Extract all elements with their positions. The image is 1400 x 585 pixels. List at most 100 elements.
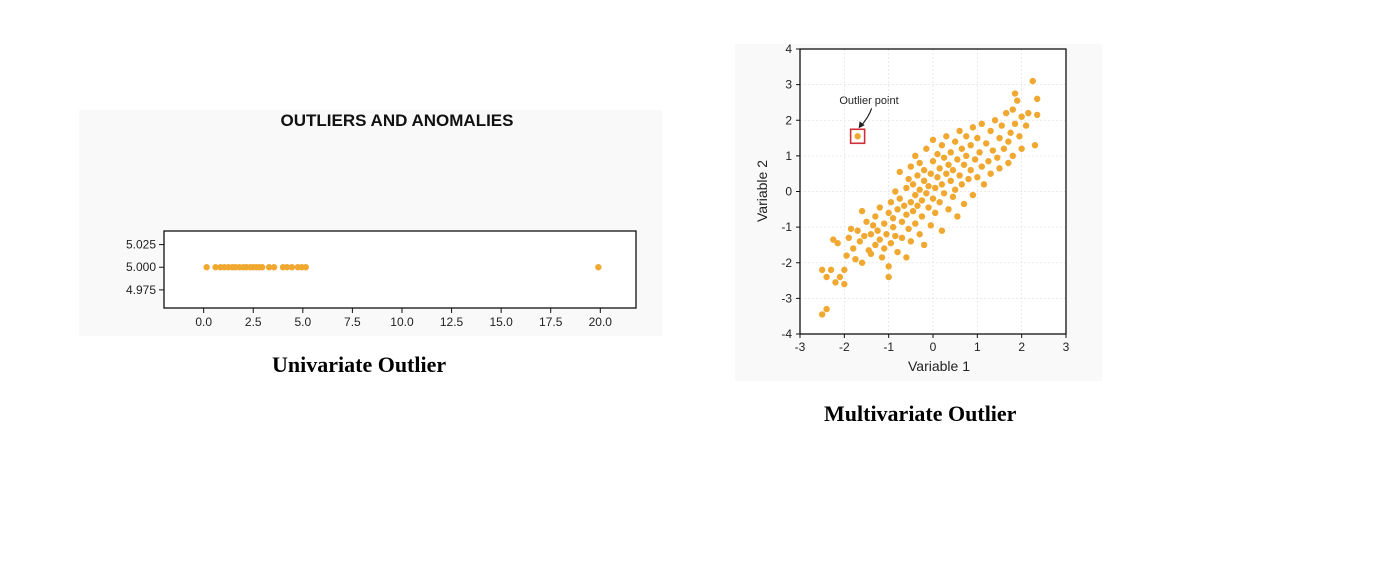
multivariate-point-17	[856, 238, 864, 245]
multivariate-point-73	[920, 241, 928, 249]
multivariate-point-141	[1009, 106, 1016, 113]
multivariate-point-7	[834, 239, 841, 247]
univariate-point-0	[203, 264, 210, 271]
multivariate-point-64	[914, 202, 921, 209]
multivariate-point-112	[963, 152, 970, 160]
multivariate-point-117	[969, 191, 977, 199]
multivariate-point-114	[965, 175, 972, 183]
multivariate-y-tick-label-2: -2	[781, 256, 792, 270]
multivariate-point-81	[929, 158, 937, 165]
outlier-highlight-box	[849, 128, 866, 145]
multivariate-point-100	[949, 193, 957, 201]
multivariate-point-61	[912, 191, 919, 199]
multivariate-point-96	[945, 161, 952, 168]
univariate-x-tick-label-5: 12.5	[440, 315, 464, 329]
multivariate-point-6	[830, 236, 837, 243]
multivariate-point-118	[969, 124, 977, 131]
multivariate-point-133	[996, 134, 1003, 142]
multivariate-x-tick-label-2: -1	[883, 340, 894, 354]
univariate-x-tick-label-6: 15.0	[489, 315, 513, 329]
multivariate-point-147	[1018, 113, 1025, 120]
multivariate-point-105	[954, 213, 961, 220]
multivariate-point-108	[958, 145, 966, 152]
multivariate-point-59	[909, 207, 917, 215]
univariate-x-tick-label-4: 10.0	[390, 315, 414, 329]
multivariate-point-94	[943, 170, 950, 177]
multivariate-point-53	[903, 254, 910, 261]
multivariate-x-tick-label-6: 3	[1063, 340, 1070, 354]
multivariate-point-46	[896, 195, 903, 202]
multivariate-point-113	[963, 133, 970, 140]
multivariate-point-109	[958, 181, 966, 188]
multivariate-point-19	[858, 259, 866, 266]
multivariate-point-131	[991, 117, 999, 124]
multivariate-point-36	[885, 273, 892, 281]
multivariate-point-0	[818, 311, 826, 318]
multivariate-point-34	[883, 231, 890, 238]
multivariate-point-101	[949, 166, 957, 174]
multivariate-point-24	[867, 250, 875, 258]
multivariate-point-110	[960, 161, 968, 168]
multivariate-point-142	[1009, 152, 1016, 160]
outlier-point-annotation: Outlier point	[839, 95, 898, 107]
multivariate-point-8	[836, 273, 844, 281]
multivariate-point-51	[903, 184, 910, 192]
multivariate-point-139	[1005, 159, 1012, 167]
multivariate-point-74	[923, 190, 930, 197]
multivariate-point-65	[914, 172, 921, 179]
multivariate-point-58	[907, 238, 915, 245]
multivariate-point-106	[956, 172, 963, 179]
multivariate-point-124	[978, 120, 985, 128]
multivariate-point-122	[976, 149, 983, 156]
multivariate-point-45	[894, 248, 901, 256]
multivariate-point-67	[916, 186, 923, 193]
multivariate-point-31	[878, 254, 886, 261]
multivariate-point-26	[872, 241, 879, 249]
multivariate-point-152	[1031, 141, 1039, 149]
multivariate-point-43	[892, 188, 899, 195]
univariate-point-18	[283, 264, 291, 271]
univariate-point-15	[265, 264, 273, 271]
multivariate-point-146	[1016, 133, 1023, 140]
multivariate-outlier-point	[854, 133, 861, 140]
multivariate-point-27	[872, 213, 879, 220]
univariate-x-tick-label-3: 7.5	[344, 315, 361, 329]
univariate-x-tick-label-2: 5.0	[294, 315, 311, 329]
outlier-annotation-arrowhead	[858, 121, 865, 129]
multivariate-y-tick-label-0: -4	[781, 327, 792, 341]
multivariate-point-12	[845, 234, 852, 242]
multivariate-point-111	[960, 200, 968, 208]
multivariate-x-tick-label-4: 1	[974, 340, 981, 354]
multivariate-scatter-chart: Variable 1 Variable 2 Outlier point -3 -2…	[754, 42, 1070, 374]
multivariate-point-72	[920, 166, 928, 174]
univariate-point-1	[212, 264, 219, 271]
multivariate-point-132	[994, 154, 1001, 161]
multivariate-point-80	[929, 195, 937, 202]
univariate-x-tick-label-1: 2.5	[245, 315, 262, 329]
multivariate-point-82	[929, 136, 937, 144]
multivariate-point-144	[1011, 90, 1019, 97]
multivariate-point-49	[898, 234, 906, 242]
multivariate-point-16	[854, 227, 861, 234]
multivariate-point-90	[938, 141, 946, 149]
multivariate-point-15	[852, 255, 859, 263]
multivariate-point-95	[943, 133, 950, 140]
multivariate-point-25	[869, 222, 877, 229]
univariate-y-tick-label-2: 5.025	[126, 238, 156, 252]
multivariate-point-35	[885, 263, 892, 270]
multivariate-point-28	[874, 227, 881, 234]
multivariate-point-91	[938, 227, 946, 234]
multivariate-point-47	[896, 168, 903, 176]
multivariate-point-33	[881, 220, 888, 227]
multivariate-point-71	[920, 177, 928, 185]
multivariate-point-123	[978, 163, 985, 170]
multivariate-point-89	[938, 181, 946, 188]
multivariate-point-116	[967, 166, 974, 174]
multivariate-point-32	[881, 245, 888, 252]
multivariate-y-tick-label-7: 3	[785, 78, 792, 92]
multivariate-point-9	[841, 266, 848, 274]
multivariate-y-tick-label-1: -3	[781, 291, 792, 305]
multivariate-x-axis-label: Variable 1	[908, 358, 970, 374]
multivariate-point-57	[907, 163, 915, 170]
multivariate-point-83	[932, 184, 939, 192]
